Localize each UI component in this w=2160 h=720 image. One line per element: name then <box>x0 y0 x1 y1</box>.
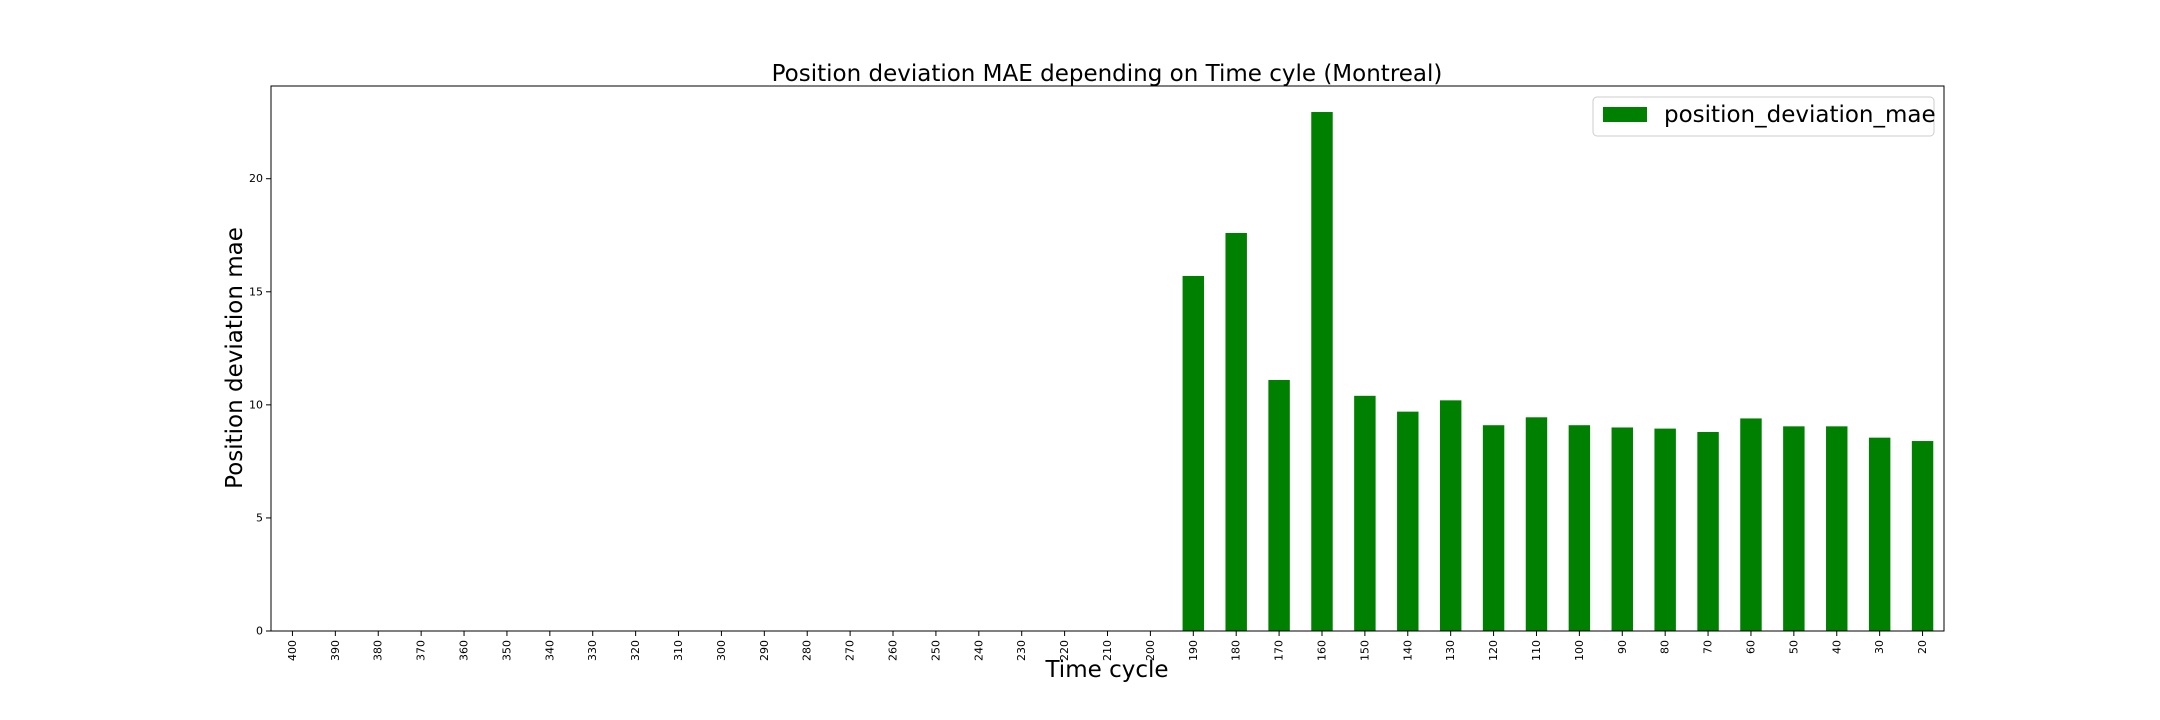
x-tick-label: 350 <box>500 640 513 661</box>
x-tick-label: 380 <box>372 640 385 661</box>
x-tick-label: 370 <box>415 640 428 661</box>
x-tick-label: 320 <box>629 640 642 661</box>
x-tick-label: 70 <box>1702 640 1715 654</box>
x-tick-label: 60 <box>1744 640 1757 654</box>
x-tick-label: 100 <box>1573 640 1586 661</box>
x-tick-label: 110 <box>1530 640 1543 661</box>
bar-160 <box>1311 112 1333 631</box>
bar-190 <box>1182 275 1205 631</box>
chart-title: Position deviation MAE depending on Time… <box>772 61 1443 87</box>
bar-100 <box>1568 425 1591 631</box>
x-tick-label: 170 <box>1273 640 1286 661</box>
y-tick-label: 15 <box>249 285 263 298</box>
x-tick-label: 160 <box>1315 640 1328 661</box>
x-tick-label: 220 <box>1058 640 1071 661</box>
x-tick-label: 20 <box>1916 640 1929 654</box>
bar-60 <box>1740 418 1762 631</box>
x-tick-label: 120 <box>1487 640 1500 661</box>
bar-130 <box>1439 400 1462 631</box>
legend-box <box>1592 96 1935 137</box>
legend: position_deviation_mae <box>1592 96 1936 137</box>
legend-swatch <box>1603 107 1647 122</box>
bar-180 <box>1225 232 1247 632</box>
bar-90 <box>1611 427 1633 631</box>
y-axis-label: Position deviation mae <box>222 227 248 489</box>
x-tick-label: 340 <box>543 640 556 661</box>
x-tick-label: 50 <box>1787 640 1800 654</box>
y-tick-label: 5 <box>256 511 263 524</box>
legend-label: position_deviation_mae <box>1664 102 1936 128</box>
x-tick-label: 390 <box>329 640 342 661</box>
x-tick-label: 310 <box>672 640 685 661</box>
x-tick-label: 210 <box>1101 640 1114 661</box>
bar-80 <box>1654 428 1676 631</box>
x-tick-label: 80 <box>1659 640 1672 654</box>
x-tick-label: 40 <box>1830 640 1843 654</box>
x-axis-label: Time cycle <box>1044 657 1168 683</box>
x-tick-label: 190 <box>1187 640 1200 661</box>
x-tick-label: 290 <box>758 640 771 661</box>
x-tick-label: 240 <box>972 640 985 661</box>
x-axis-ticks: 400 390 380 370 360 350 340 330 320 310 300 290 280 2… <box>286 631 1929 661</box>
x-tick-label: 90 <box>1616 640 1629 654</box>
bar-70 <box>1697 432 1719 631</box>
x-tick-label: 180 <box>1230 640 1243 661</box>
bar-50 <box>1783 426 1805 631</box>
bars-layer <box>1182 112 1934 632</box>
x-tick-label: 260 <box>887 640 900 661</box>
bar-30 <box>1868 437 1891 631</box>
bar-170 <box>1268 379 1290 631</box>
bar-120 <box>1482 425 1505 631</box>
x-tick-label: 330 <box>586 640 599 661</box>
x-tick-label: 230 <box>1015 640 1028 661</box>
y-tick-label: 0 <box>256 625 263 638</box>
x-tick-label: 150 <box>1358 640 1371 661</box>
x-tick-label: 30 <box>1873 640 1886 654</box>
y-tick-label: 20 <box>249 172 263 185</box>
x-tick-label: 400 <box>286 640 299 661</box>
bar-40 <box>1826 426 1848 631</box>
y-tick-label: 10 <box>249 398 263 411</box>
x-tick-label: 300 <box>715 640 728 661</box>
y-axis-ticks: 0 5 10 15 20 <box>249 172 271 638</box>
bar-20 <box>1911 441 1934 631</box>
x-tick-label: 130 <box>1444 640 1457 661</box>
x-tick-label: 140 <box>1401 640 1414 661</box>
x-tick-label: 200 <box>1144 640 1157 661</box>
x-tick-label: 280 <box>801 640 814 661</box>
x-tick-label: 270 <box>844 640 857 661</box>
x-tick-label: 360 <box>458 640 471 661</box>
bar-110 <box>1525 417 1548 631</box>
bar-150 <box>1354 395 1376 631</box>
bar-140 <box>1397 411 1419 631</box>
x-tick-label: 250 <box>929 640 942 661</box>
